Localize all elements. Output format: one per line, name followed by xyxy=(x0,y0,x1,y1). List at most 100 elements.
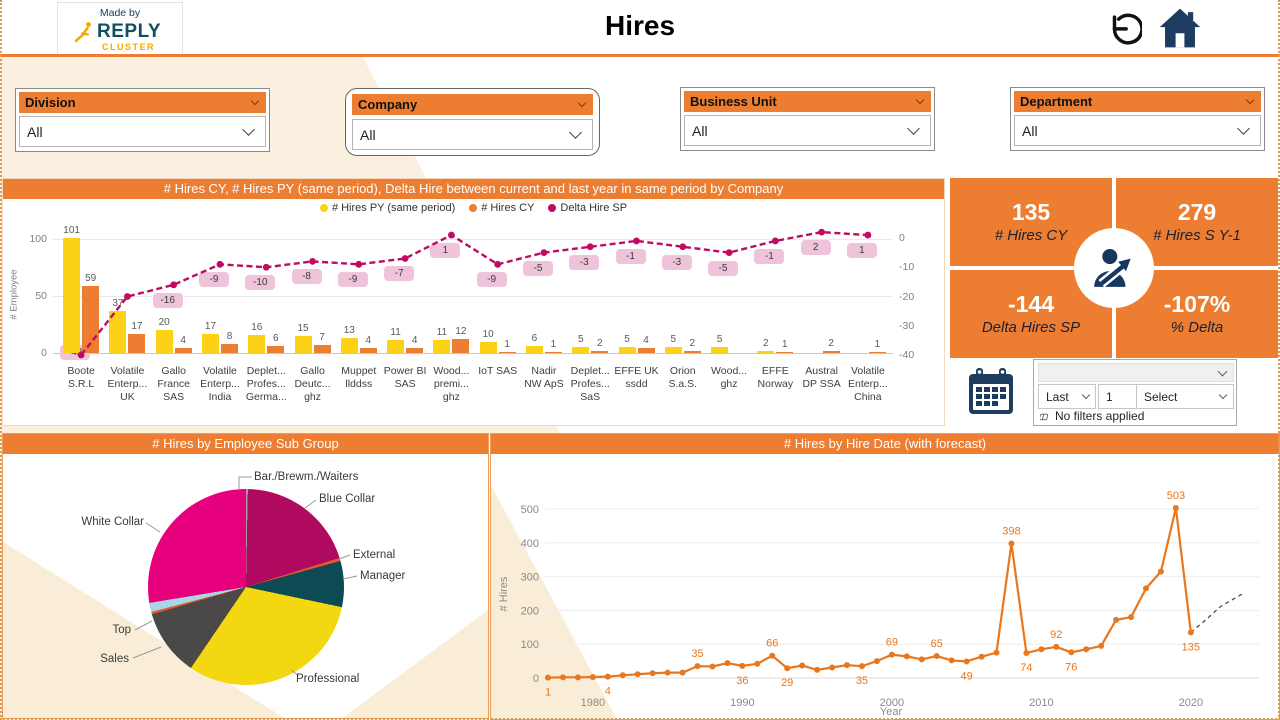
data-point[interactable] xyxy=(784,665,791,672)
delta-point[interactable] xyxy=(170,281,178,289)
data-point[interactable] xyxy=(903,653,910,660)
delta-point[interactable] xyxy=(309,258,316,265)
cy-bar[interactable] xyxy=(868,351,886,353)
cy-bar[interactable] xyxy=(591,350,609,353)
data-point[interactable] xyxy=(694,663,701,670)
cy-bar[interactable] xyxy=(822,350,840,353)
data-point[interactable] xyxy=(1143,585,1149,592)
delta-point[interactable] xyxy=(216,260,224,268)
hires-line-chart[interactable]: 0 100 200 300 400 500 1980 1990 2000 2010 2020 Year… xyxy=(491,454,1277,717)
py-bar[interactable] xyxy=(757,350,775,353)
data-point[interactable] xyxy=(559,674,566,681)
delta-point[interactable] xyxy=(864,231,872,239)
delta-point[interactable] xyxy=(447,231,455,239)
data-point[interactable] xyxy=(739,662,746,669)
data-point[interactable] xyxy=(963,658,970,665)
undo-icon[interactable] xyxy=(1102,8,1142,48)
data-point[interactable] xyxy=(1053,643,1060,650)
data-point[interactable] xyxy=(709,663,716,670)
py-bar[interactable] xyxy=(433,340,451,353)
data-point[interactable] xyxy=(814,666,821,673)
delta-point[interactable] xyxy=(818,228,826,236)
relative-date-count-input[interactable] xyxy=(1098,384,1141,409)
data-point[interactable] xyxy=(724,660,731,667)
data-point[interactable] xyxy=(1008,540,1015,547)
pie-chart[interactable] xyxy=(148,489,344,685)
data-point[interactable] xyxy=(858,663,865,670)
data-point[interactable] xyxy=(649,670,656,677)
relative-date-dropdown[interactable] xyxy=(1038,363,1234,382)
filter-department-header[interactable]: Department xyxy=(1014,91,1261,112)
filter-business-unit-header[interactable]: Business Unit xyxy=(684,91,931,112)
data-point[interactable] xyxy=(589,673,596,680)
data-point[interactable] xyxy=(574,674,581,681)
relative-date-mode-select[interactable]: Last xyxy=(1038,384,1096,409)
filter-division-header[interactable]: Division xyxy=(19,92,266,113)
data-point[interactable] xyxy=(844,662,850,669)
delta-point[interactable] xyxy=(725,249,733,257)
data-point[interactable] xyxy=(754,660,761,667)
cy-bar[interactable] xyxy=(637,348,655,353)
data-point[interactable] xyxy=(918,656,925,663)
cy-bar[interactable] xyxy=(498,351,516,353)
delta-point[interactable] xyxy=(679,243,687,251)
cy-bar[interactable] xyxy=(220,343,238,353)
cy-bar[interactable] xyxy=(683,350,701,353)
py-bar[interactable] xyxy=(618,347,636,353)
cy-bar[interactable] xyxy=(82,285,100,353)
x-axis-title: Year xyxy=(880,706,903,717)
delta-point[interactable] xyxy=(401,255,409,262)
data-point[interactable] xyxy=(1128,614,1135,621)
delta-point[interactable] xyxy=(355,260,363,268)
kpi-value: -107% xyxy=(1163,291,1231,317)
filter-company-header[interactable]: Company xyxy=(352,94,593,115)
cy-bar[interactable] xyxy=(128,333,146,353)
cy-bar[interactable] xyxy=(452,339,470,353)
data-point[interactable] xyxy=(1068,649,1075,656)
data-point[interactable] xyxy=(799,662,806,669)
filter-business-unit-select[interactable]: All xyxy=(684,115,931,146)
filter-division-select[interactable]: All xyxy=(19,116,266,147)
filter-company-select[interactable]: All xyxy=(352,119,593,150)
py-bar[interactable] xyxy=(63,237,81,353)
cy-bar[interactable] xyxy=(174,348,192,353)
data-point[interactable] xyxy=(873,658,880,665)
py-bar[interactable] xyxy=(109,310,127,353)
data-point[interactable] xyxy=(1023,649,1030,656)
data-point[interactable] xyxy=(829,664,836,671)
data-point[interactable] xyxy=(948,657,955,664)
data-point[interactable] xyxy=(1157,568,1164,575)
delta-point[interactable] xyxy=(540,249,548,257)
data-point[interactable] xyxy=(545,674,551,681)
cy-bar[interactable] xyxy=(359,348,377,353)
data-point[interactable] xyxy=(634,671,641,678)
data-point[interactable] xyxy=(1098,642,1105,649)
data-point[interactable] xyxy=(679,669,686,676)
py-bar[interactable] xyxy=(711,347,729,353)
data-point[interactable] xyxy=(604,673,611,680)
data-point[interactable] xyxy=(769,652,776,659)
filter-department-select[interactable]: All xyxy=(1014,115,1261,146)
cy-bar[interactable] xyxy=(406,348,424,353)
cy-bar[interactable] xyxy=(776,351,794,353)
relative-date-unit-select[interactable]: Select xyxy=(1136,384,1234,409)
cy-bar[interactable] xyxy=(267,346,285,353)
data-point[interactable] xyxy=(888,651,895,658)
data-point[interactable] xyxy=(933,653,940,660)
secondary-y-axis-tick: -20 xyxy=(899,290,915,303)
data-point[interactable] xyxy=(619,672,626,679)
data-point[interactable] xyxy=(1083,646,1090,653)
delta-point[interactable] xyxy=(494,260,502,268)
data-point[interactable] xyxy=(664,669,671,676)
cy-bar[interactable] xyxy=(544,351,562,353)
data-point[interactable] xyxy=(1187,629,1194,636)
home-icon[interactable] xyxy=(1158,6,1202,50)
data-point[interactable] xyxy=(1038,646,1045,653)
data-point[interactable] xyxy=(993,649,1000,656)
data-point[interactable] xyxy=(978,653,985,660)
data-point[interactable] xyxy=(1113,616,1120,623)
data-point[interactable] xyxy=(1172,504,1179,511)
delta-point[interactable] xyxy=(586,243,594,251)
delta-point[interactable] xyxy=(262,263,270,271)
cy-bar[interactable] xyxy=(313,345,331,353)
